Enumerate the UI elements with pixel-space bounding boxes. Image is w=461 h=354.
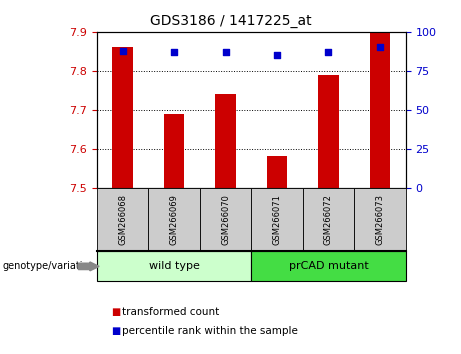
Bar <box>112 47 133 188</box>
Bar <box>215 94 236 188</box>
Text: GDS3186 / 1417225_at: GDS3186 / 1417225_at <box>150 14 311 28</box>
Text: ■: ■ <box>111 307 120 316</box>
Text: GSM266071: GSM266071 <box>272 194 282 245</box>
Text: percentile rank within the sample: percentile rank within the sample <box>122 326 298 336</box>
Point <box>222 49 229 55</box>
Point <box>325 49 332 55</box>
Bar <box>370 32 390 188</box>
Point <box>273 52 281 58</box>
Text: GSM266069: GSM266069 <box>170 194 178 245</box>
Text: genotype/variation: genotype/variation <box>2 261 95 272</box>
Text: prCAD mutant: prCAD mutant <box>289 261 368 272</box>
Text: GSM266068: GSM266068 <box>118 194 127 245</box>
Text: wild type: wild type <box>148 261 200 272</box>
Text: ■: ■ <box>111 326 120 336</box>
Point <box>376 45 384 50</box>
Text: transformed count: transformed count <box>122 307 219 316</box>
Point <box>119 48 126 53</box>
Text: GSM266072: GSM266072 <box>324 194 333 245</box>
Bar <box>318 75 339 188</box>
Text: GSM266073: GSM266073 <box>375 194 384 245</box>
Text: GSM266070: GSM266070 <box>221 194 230 245</box>
Point <box>171 49 178 55</box>
Bar <box>164 114 184 188</box>
Bar <box>266 156 287 188</box>
